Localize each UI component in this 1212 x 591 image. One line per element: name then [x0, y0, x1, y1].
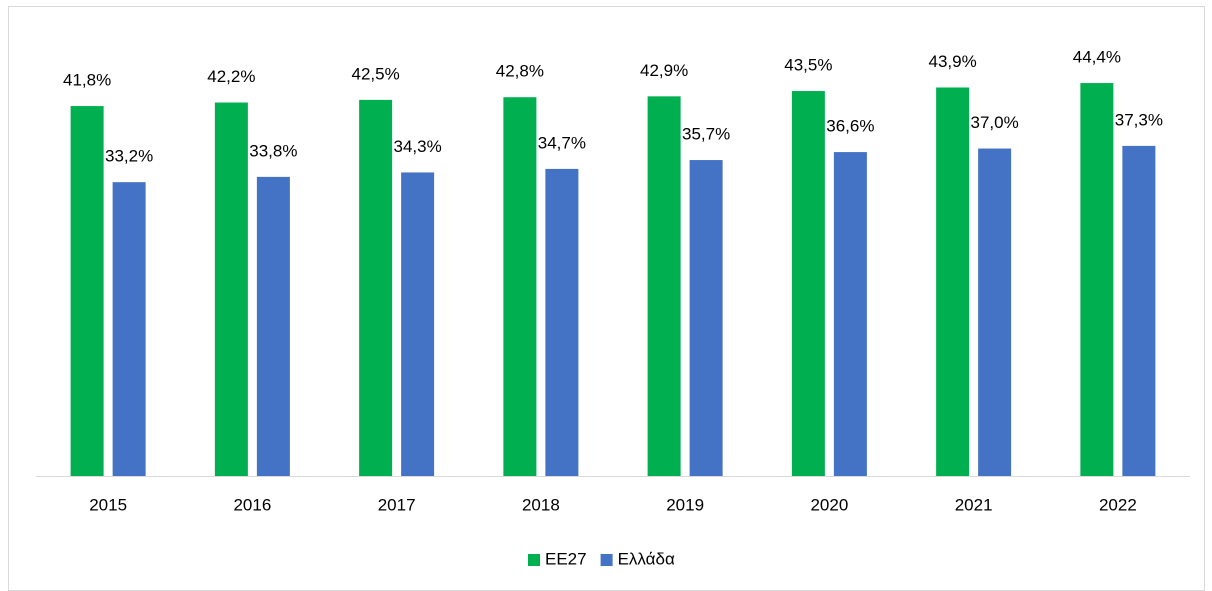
legend-swatch — [600, 554, 613, 566]
data-label: 37,3% — [1115, 110, 1163, 129]
bar — [1122, 145, 1156, 476]
data-label: 34,7% — [538, 133, 586, 152]
bar — [256, 176, 290, 476]
data-label: 37,0% — [971, 113, 1019, 132]
data-label: 36,6% — [826, 117, 874, 136]
legend-label: Ελλάδα — [618, 549, 675, 568]
chart-frame — [8, 6, 1205, 591]
x-tick-label: 2021 — [955, 495, 993, 514]
bar — [359, 99, 393, 476]
x-tick-label: 2022 — [1099, 495, 1137, 514]
bar — [503, 97, 537, 476]
data-label: 43,9% — [929, 52, 977, 71]
bar — [112, 182, 146, 476]
bar — [70, 106, 104, 476]
data-label: 42,5% — [352, 64, 400, 83]
bar — [936, 87, 970, 477]
data-label: 42,9% — [640, 61, 688, 80]
legend-swatch — [528, 554, 540, 566]
data-label: 35,7% — [682, 125, 730, 144]
data-label: 42,2% — [207, 67, 255, 86]
bar — [978, 148, 1012, 477]
data-label: 33,2% — [105, 147, 153, 166]
bar — [401, 172, 435, 476]
data-label: 42,8% — [496, 62, 544, 81]
bar — [1080, 83, 1114, 476]
data-label: 33,8% — [249, 141, 297, 160]
x-tick-label: 2017 — [378, 495, 416, 514]
data-label: 34,3% — [394, 137, 442, 156]
data-label: 41,8% — [63, 71, 111, 90]
bar — [689, 160, 723, 476]
bar — [545, 168, 579, 476]
bar — [647, 96, 681, 477]
data-label: 44,4% — [1073, 48, 1121, 67]
bar — [833, 152, 867, 476]
legend-label: ΕΕ27 — [545, 549, 587, 568]
x-tick-label: 2019 — [666, 495, 704, 514]
x-tick-label: 2015 — [89, 495, 127, 514]
data-label: 43,5% — [784, 56, 832, 75]
bar — [791, 91, 825, 477]
x-tick-label: 2016 — [233, 495, 271, 514]
bar — [214, 102, 248, 476]
x-tick-label: 2018 — [522, 495, 560, 514]
x-tick-label: 2020 — [810, 495, 848, 514]
